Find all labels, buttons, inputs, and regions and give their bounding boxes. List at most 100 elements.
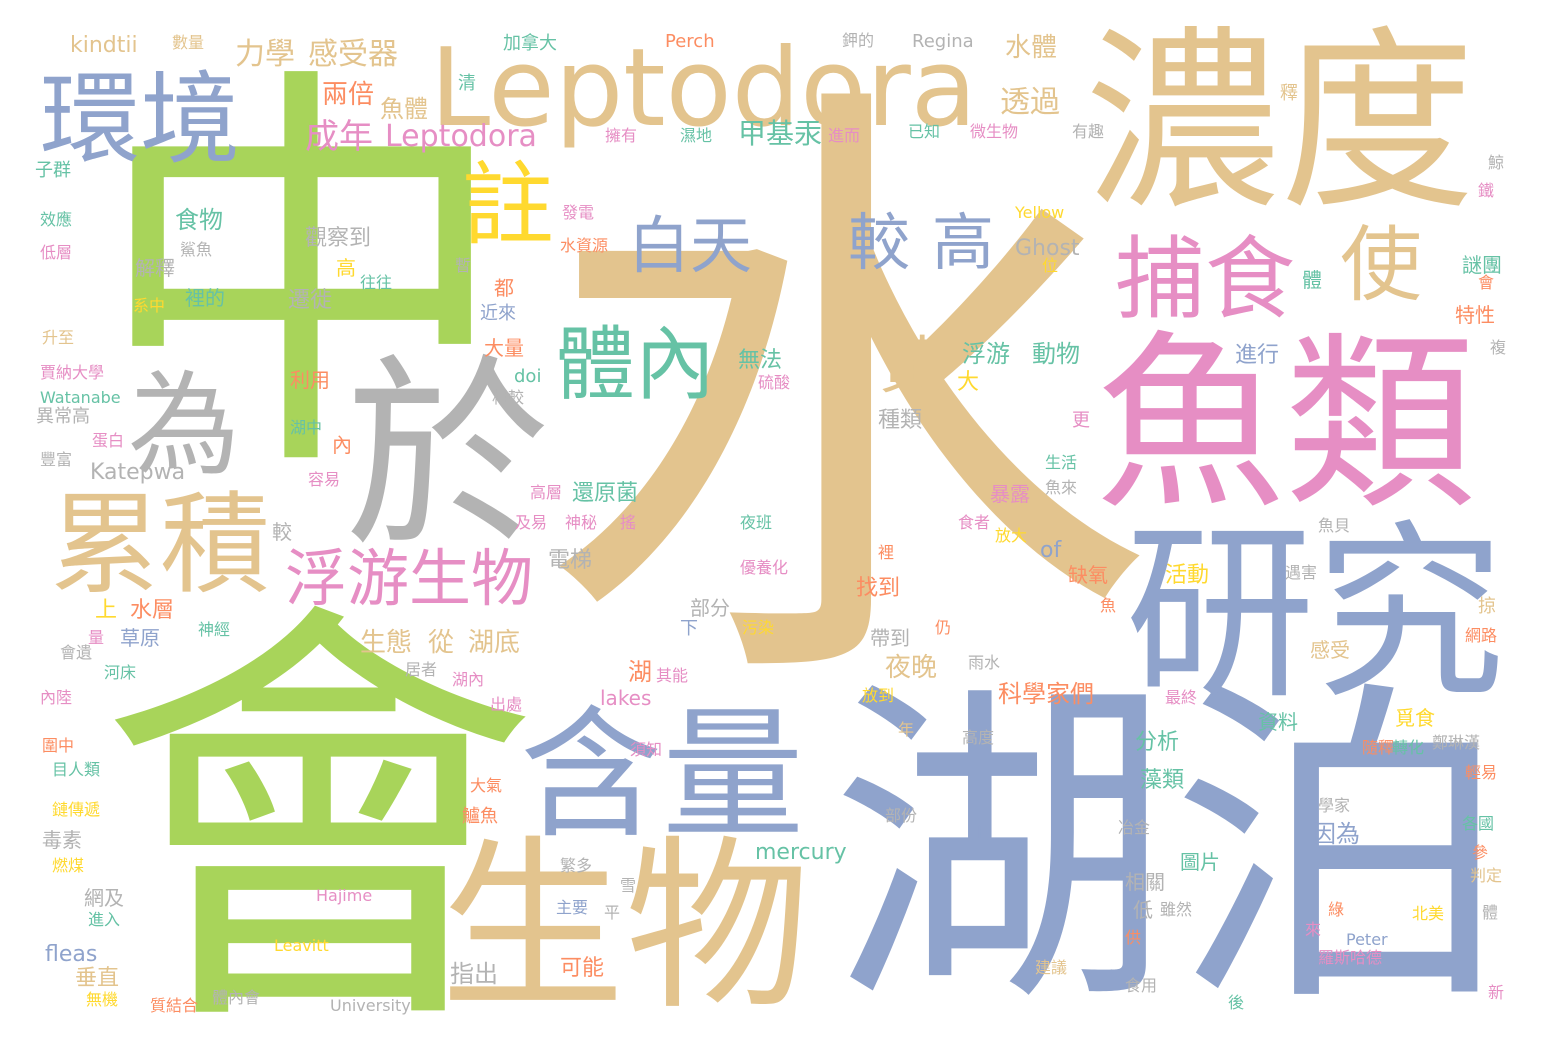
word-gong: 供 — [1125, 928, 1142, 947]
word-tupian: 圖片 — [1180, 850, 1220, 874]
word-shenghuo: 生活 — [1045, 453, 1078, 472]
word-keneng: 可能 — [560, 956, 605, 981]
word-yushui: 雨水 — [968, 653, 1001, 672]
word-shidi: 濕地 — [680, 126, 713, 145]
word-lai: 來 — [1305, 920, 1322, 939]
word-weishengwu: 微生物 — [970, 122, 1019, 141]
word-ping: 平 — [604, 903, 621, 922]
word-wuran: 污染 — [742, 618, 775, 637]
word-juzhe: 居者 — [405, 660, 438, 679]
word-yeban: 夜班 — [740, 513, 773, 532]
word-shiyong: 食用 — [1125, 976, 1158, 995]
word-zhuanhua: 轉化 — [1392, 738, 1425, 757]
word-jinxing: 進行 — [1235, 343, 1280, 368]
word-xiaoying: 效應 — [40, 210, 73, 229]
word-guanchadao: 觀察到 — [305, 226, 372, 251]
word-yanjiu: 研究 — [1125, 504, 1506, 725]
word-leptodora-small: Leptodora — [385, 119, 537, 154]
word-wei: 為 — [128, 361, 240, 491]
word-baitian: 白天 — [628, 209, 753, 282]
word-wanglu: 網路 — [1465, 626, 1498, 645]
word-jiao2: 較 — [272, 520, 292, 544]
word-nongdu: 濃度 — [1085, 9, 1475, 236]
word-yao: 搖 — [620, 513, 637, 532]
word-neilu: 內陸 — [40, 688, 73, 707]
word-tie: 鐵 — [1478, 181, 1495, 200]
word-mituan: 謎團 — [1462, 253, 1502, 277]
word-chuizhi: 垂直 — [75, 966, 120, 991]
word-nian: 年 — [898, 720, 915, 739]
word-chuchu: 出處 — [490, 695, 523, 714]
word-ziliao: 資料 — [1258, 710, 1298, 734]
word-jinlai: 近來 — [480, 303, 516, 324]
word-shui: 水 — [535, 39, 1155, 760]
word-fuyoushengwu: 浮游生物 — [285, 542, 534, 615]
word-perch: Perch — [665, 31, 715, 52]
word-ti2: 體 — [1302, 268, 1322, 292]
word-kindtii: kindtii — [70, 33, 138, 58]
word-suiran: 雖然 — [1160, 900, 1193, 919]
word-xia: 下 — [680, 618, 698, 639]
word-zan: 暫 — [455, 256, 472, 275]
word-university: University — [330, 996, 411, 1015]
word-dusu: 毒素 — [42, 828, 82, 852]
word-shuiziyuan: 水資源 — [560, 236, 609, 255]
word-xuzhi: 須知 — [630, 740, 663, 759]
word-jianadaxue: 賈納大學 — [40, 363, 105, 382]
word-ziqun: 子群 — [35, 160, 71, 181]
word-huodong: 活動 — [1165, 563, 1210, 588]
word-hajime: Hajime — [316, 886, 373, 905]
word-can: 參 — [1472, 843, 1489, 862]
word-hanliang: 含量 — [520, 693, 804, 858]
word-shengwu: 生物 — [440, 819, 810, 1035]
word-yu2: 魚 — [1100, 596, 1117, 615]
word-yellow: Yellow — [1015, 203, 1065, 222]
word-dijing: 低層 — [40, 243, 73, 262]
word-gao2: 高 — [336, 256, 356, 280]
word-hou: 後 — [1228, 993, 1245, 1012]
word-danbai: 蛋白 — [92, 431, 125, 450]
word-yuhai: 遇害 — [1285, 563, 1318, 582]
word-ghost: Ghost — [1015, 236, 1080, 261]
word-zhuyao: 主要 — [556, 898, 589, 917]
word-fangdao: 放到 — [862, 686, 895, 705]
word-qing: 清 — [458, 73, 476, 94]
word-mishi: 覓食 — [1395, 706, 1435, 730]
word-regina: Regina — [912, 31, 974, 52]
word-rongyi: 容易 — [308, 470, 341, 489]
word-wufa: 無法 — [738, 348, 783, 373]
word-yejin: 冶金 — [1118, 818, 1151, 837]
word-lianchuandi: 鏈傳遞 — [52, 800, 101, 819]
word-katepwa: Katepwa — [90, 460, 186, 485]
word-gaodu: 高度 — [962, 728, 995, 747]
word-jing: 鯨 — [1488, 153, 1505, 172]
word-qingyi: 輕易 — [1465, 763, 1498, 782]
word-reng: 仍 — [935, 618, 952, 637]
word-xue: 雪 — [620, 876, 637, 895]
word-yewan: 夜晚 — [885, 653, 938, 683]
word-yu: 於 — [345, 338, 550, 576]
word-lixue: 力學 — [235, 37, 295, 72]
word-luyu: 鱸魚 — [462, 806, 498, 827]
word-texing: 特性 — [1455, 303, 1495, 327]
word-zhu: 註 — [462, 152, 555, 259]
word-hechuang: 河床 — [104, 663, 137, 682]
word-shuiti: 水體 — [1005, 33, 1058, 63]
word-mercury: mercury — [755, 840, 847, 865]
word-ganshouqi: 感受器 — [308, 37, 398, 72]
word-jianada: 加拿大 — [503, 33, 557, 54]
word-jinger: 進而 — [828, 126, 861, 145]
word-jieshi: 解釋 — [135, 256, 175, 280]
word-bushi: 捕食 — [1115, 227, 1295, 332]
word-hunei: 湖內 — [452, 670, 485, 689]
word-liang: 量 — [88, 628, 105, 647]
word-yichanggao: 異常高 — [36, 406, 90, 427]
word-doi: doi — [514, 366, 542, 387]
word-qineng: 其能 — [656, 666, 689, 685]
word-da: 大 — [957, 370, 980, 395]
word-shizhe: 食者 — [958, 513, 991, 532]
word-jiajigong: 甲基汞 — [738, 117, 823, 150]
word-baolu: 暴露 — [990, 482, 1030, 506]
word-shengzhi: 升至 — [42, 328, 75, 347]
word-shiwu: 食物 — [175, 206, 223, 234]
